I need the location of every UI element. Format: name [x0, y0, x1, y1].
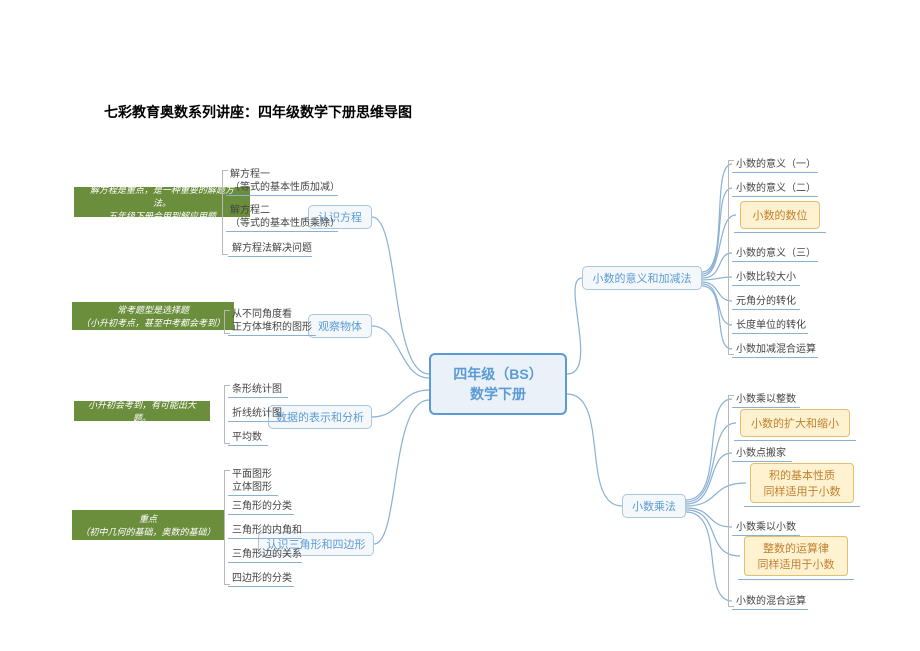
leaf: 小数乘以整数 [736, 393, 796, 406]
highlight-underline [744, 506, 860, 507]
comment-1: 常考题型是选择题 （小升初考点，甚至中考都会考到） [72, 302, 234, 330]
leaf-underline [226, 231, 338, 232]
highlight-3: 整数的运算律 同样适用于小数 [744, 536, 848, 576]
bracket [224, 385, 230, 444]
leaf-underline [732, 357, 818, 358]
leaf-underline [228, 256, 312, 257]
leaf: 小数加减混合运算 [736, 343, 816, 356]
leaf: 三角形的内角和 [232, 524, 302, 537]
topic-mul: 小数乘法 [622, 494, 686, 518]
leaf-underline [228, 586, 294, 587]
leaf: 小数比较大小 [736, 271, 796, 284]
leaf-underline [228, 495, 278, 496]
bracket [728, 395, 734, 607]
leaf: 平面图形 立体图形 [232, 468, 272, 494]
leaf: 从不同角度看 正方体堆积的图形 [232, 308, 312, 334]
leaf-underline [228, 397, 288, 398]
leaf: 小数乘以小数 [736, 521, 796, 534]
leaf: 解方程二 （等式的基本性质乘除） [230, 204, 340, 230]
leaf-underline [228, 562, 302, 563]
leaf: 元角分的转化 [736, 295, 796, 308]
leaf-underline [732, 285, 800, 286]
leaf: 小数的意义（二） [736, 182, 816, 195]
leaf-underline [732, 172, 818, 173]
leaf: 长度单位的转化 [736, 319, 806, 332]
leaf-underline [226, 195, 338, 196]
topic-data: 数据的表示和分析 [268, 405, 372, 429]
leaf: 解方程法解决问题 [232, 242, 312, 255]
comment-3: 重点 （初中几何的基础，奥数的基础） [72, 510, 224, 540]
highlight-1: 小数的扩大和缩小 [740, 409, 850, 437]
leaf-underline [732, 407, 800, 408]
leaf: 平均数 [232, 431, 262, 444]
leaf-underline [228, 538, 302, 539]
bracket [728, 160, 734, 355]
leaf-underline [228, 421, 288, 422]
leaf: 小数的意义（三） [736, 247, 816, 260]
leaf: 四边形的分类 [232, 572, 292, 585]
leaf-underline [732, 333, 808, 334]
leaf-underline [732, 461, 792, 462]
comment-2: 小升初会考到，有可能出大题。 [74, 401, 210, 421]
highlight-2: 积的基本性质 同样适用于小数 [750, 463, 854, 503]
highlight-underline [738, 579, 854, 580]
leaf: 解方程一 （等式的基本性质加减） [230, 168, 340, 194]
leaf-underline [732, 261, 818, 262]
leaf-underline [732, 309, 800, 310]
highlight-underline [734, 232, 826, 233]
leaf: 条形统计图 [232, 383, 282, 396]
leaf-underline [732, 609, 808, 610]
leaf: 三角形的分类 [232, 500, 292, 513]
leaf-underline [228, 445, 268, 446]
leaf-underline [228, 335, 316, 336]
topic-dec: 小数的意义和加减法 [582, 266, 702, 290]
leaf: 小数的意义（一） [736, 158, 816, 171]
center-node: 四年级（BS） 数学下册 [429, 353, 567, 415]
highlight-underline [734, 440, 856, 441]
topic-obs: 观察物体 [308, 314, 372, 338]
leaf: 小数的混合运算 [736, 595, 806, 608]
leaf: 小数点搬家 [736, 447, 786, 460]
leaf-underline [228, 514, 294, 515]
page-title: 七彩教育奥数系列讲座：四年级数学下册思维导图 [104, 102, 412, 122]
highlight-0: 小数的数位 [740, 201, 820, 229]
leaf: 三角形边的关系 [232, 548, 302, 561]
bracket [224, 310, 230, 334]
bracket [222, 170, 228, 255]
leaf-underline [732, 196, 818, 197]
bracket [224, 470, 230, 585]
leaf: 折线统计图 [232, 407, 282, 420]
